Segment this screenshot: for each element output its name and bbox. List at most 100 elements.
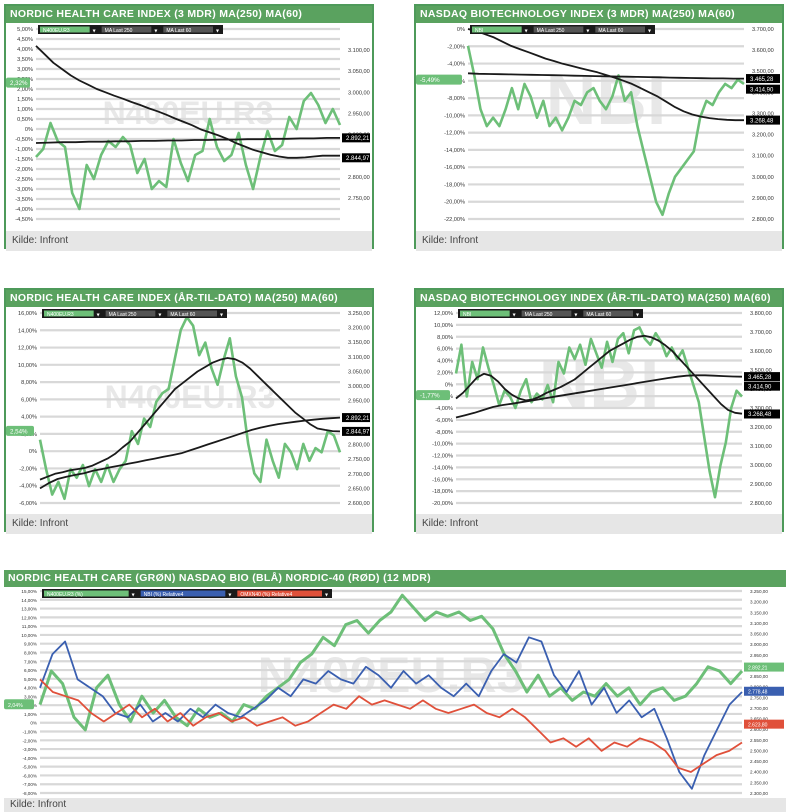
y-tick-label: -14,00% xyxy=(432,465,453,471)
y-tick-label: -5,00% xyxy=(22,765,37,770)
y-tick-label: -6,00% xyxy=(435,418,453,424)
legend-label: NBI xyxy=(475,28,483,34)
dropdown-arrow-icon: ▾ xyxy=(93,28,96,35)
legend-label: N400EU.R3 xyxy=(43,28,70,34)
chart-nbi-3m: NBI0%-2,00%-4,00%-6,00%-8,00%-10,00%-12,… xyxy=(416,25,780,223)
series-line-black-2 xyxy=(35,137,340,144)
watermark: N400EU.R3 xyxy=(258,647,525,703)
legend-swatch xyxy=(237,590,322,597)
dropdown-arrow-icon: ▾ xyxy=(574,312,577,319)
y2-tick-label: 2.950,00 xyxy=(750,653,768,658)
current-value-label: -1,77% xyxy=(420,393,440,400)
chart-area: NBI0%-2,00%-4,00%-6,00%-8,00%-10,00%-12,… xyxy=(416,23,782,231)
y2-tick-label: 3.500,00 xyxy=(752,69,774,75)
y-tick-label: 3,00% xyxy=(17,67,33,73)
y-tick-label: -1,00% xyxy=(22,730,37,735)
y2-tick-label: 3.150,00 xyxy=(750,610,768,615)
y2-tick-label: 2.300,00 xyxy=(750,791,768,796)
right-value-label: 2.892,21 xyxy=(346,416,370,422)
y2-tick-label: 3.250,00 xyxy=(348,311,370,317)
current-value-label: -5,49% xyxy=(420,77,440,84)
y-tick-label: 8,00% xyxy=(21,380,37,386)
y-tick-label: -1,50% xyxy=(15,157,33,163)
y-tick-label: 2,00% xyxy=(437,370,453,376)
right-value-label: 3.414,90 xyxy=(750,87,774,93)
right-value-label: 2.892,21 xyxy=(748,665,768,671)
y-tick-label: 4,00% xyxy=(21,415,37,421)
legend-label: MA Last 250 xyxy=(537,28,565,34)
y-tick-label: -2,00% xyxy=(22,738,37,743)
y2-tick-label: 3.200,00 xyxy=(752,133,774,139)
chart-area: N400EU.R3 15,00% 14,00% 13,00% 12,00% 11,00% 1… xyxy=(4,587,786,798)
panel-nbi-3m: Nasdaq Biotechnology Index (3 mdr) MA(25… xyxy=(414,4,784,251)
legend-label: MA Last 60 xyxy=(598,28,623,34)
y-tick-label: -6,00% xyxy=(19,501,37,507)
legend-label: NBI xyxy=(463,312,471,318)
y-tick-label: 6,00% xyxy=(437,347,453,353)
source-label: Kilde: Infront xyxy=(6,514,372,534)
y2-tick-label: 2.450,00 xyxy=(750,759,768,764)
y-tick-label: 11,00% xyxy=(22,624,37,629)
chart-area: NBI12,00%10,00%8,00%6,00%4,00%2,00%0%-2,… xyxy=(416,307,782,514)
y-tick-label: -2,00% xyxy=(15,167,33,173)
y-tick-label: -4,00% xyxy=(435,406,453,412)
y-tick-label: -1,00% xyxy=(15,147,33,153)
series-line-green-0 xyxy=(38,315,342,501)
legend-swatch xyxy=(583,310,633,317)
legend-swatch xyxy=(101,26,152,33)
y-tick-label: 0% xyxy=(29,449,37,455)
chart-nordic-ytd: N400EU.R3 16,00% 14,00% 12,00% 10,00% 8,00% 6,… xyxy=(6,309,370,507)
source-label: Kilde: Infront xyxy=(6,231,372,251)
y-tick-label: 3,00% xyxy=(24,694,37,699)
legend-swatch xyxy=(595,26,645,33)
dropdown-arrow-icon: ▾ xyxy=(525,28,528,35)
y2-tick-label: 2.900,00 xyxy=(750,482,772,488)
series-line-black-2 xyxy=(455,374,743,419)
legend-swatch xyxy=(163,26,213,33)
y-tick-label: 8,00% xyxy=(24,650,37,655)
y-tick-label: -4,00% xyxy=(22,756,37,761)
y2-tick-label: 3.200,00 xyxy=(750,425,772,431)
y2-tick-label: 2.800,00 xyxy=(750,501,772,507)
y2-tick-label: 3.000,00 xyxy=(752,175,774,181)
y2-tick-label: 2.600,00 xyxy=(750,727,768,732)
panel-title: Nordic Health Care Index (år-til-dato) M… xyxy=(6,290,372,307)
y-tick-label: -3,00% xyxy=(22,747,37,752)
y2-tick-label: 3.600,00 xyxy=(752,48,774,54)
right-value-label: 2.892,21 xyxy=(346,136,370,142)
right-value-label: 3.465,28 xyxy=(748,375,772,381)
y2-tick-label: 2.700,00 xyxy=(750,706,768,711)
y2-tick-label: 3.000,00 xyxy=(348,384,370,390)
series-line-red-2 xyxy=(39,678,743,773)
watermark: N400EU.R3 xyxy=(105,379,276,415)
right-value-tag xyxy=(746,115,780,125)
y2-tick-label: 2.350,00 xyxy=(750,780,768,785)
right-value-tag xyxy=(744,719,784,729)
y2-tick-label: 3.100,00 xyxy=(752,154,774,160)
y-tick-label: 14,00% xyxy=(18,328,37,334)
y-tick-label: -4,00% xyxy=(15,207,33,213)
y-tick-label: 0,50% xyxy=(17,117,33,123)
y2-tick-label: 2.750,00 xyxy=(348,457,370,463)
y-tick-label: -16,00% xyxy=(432,477,453,483)
y-tick-label: -3,50% xyxy=(15,197,33,203)
y2-tick-label: 3.150,00 xyxy=(348,340,370,346)
dropdown-arrow-icon: ▾ xyxy=(586,28,589,35)
right-value-tag xyxy=(342,413,370,423)
y2-tick-label: 3.100,00 xyxy=(750,444,772,450)
y-tick-label: -10,00% xyxy=(444,113,465,119)
series-line-black-1 xyxy=(467,28,744,122)
panel-title: Nasdaq Biotechnology Index (år-til-dato)… xyxy=(416,290,782,307)
y2-tick-label: 3.800,00 xyxy=(750,311,772,317)
y-tick-label: 0% xyxy=(30,721,37,726)
right-value-tag xyxy=(744,662,784,672)
y-tick-label: 10,00% xyxy=(21,633,37,638)
y-tick-label: 1,00% xyxy=(17,107,33,113)
y-tick-label: -8,00% xyxy=(435,430,453,436)
chart-comparison-12m: N400EU.R3 15,00% 14,00% 13,00% 12,00% 11,00% 1… xyxy=(4,589,784,796)
y2-tick-label: 3.200,00 xyxy=(348,326,370,332)
y-tick-label: 6,00% xyxy=(21,397,37,403)
y-tick-label: -20,00% xyxy=(444,200,465,206)
dropdown-arrow-icon: ▾ xyxy=(158,312,161,319)
legend-swatch xyxy=(44,310,94,317)
